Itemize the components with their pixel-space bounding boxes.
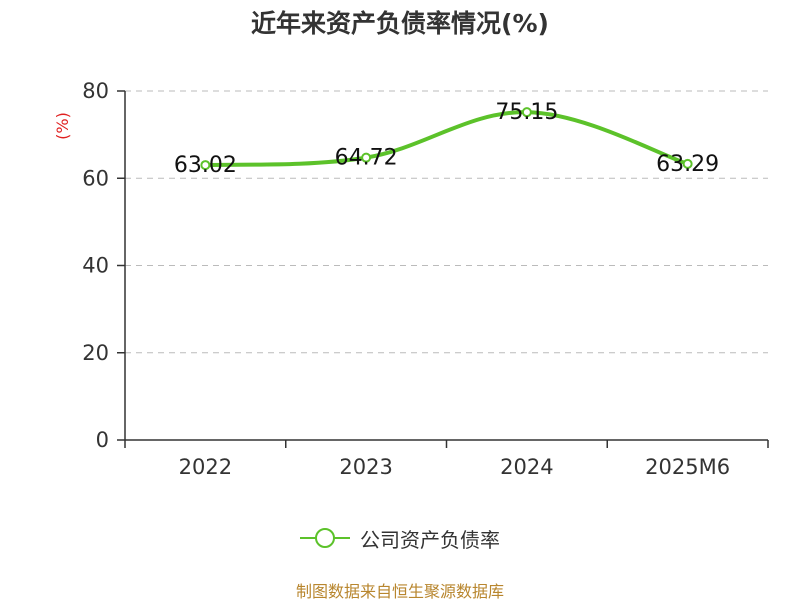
x-tick-label: 2022 bbox=[179, 455, 232, 479]
legend-line-marker-icon bbox=[300, 528, 350, 548]
legend-label: 公司资产负债率 bbox=[360, 527, 500, 552]
y-tick-label: 20 bbox=[82, 341, 109, 365]
gridlines bbox=[125, 90, 768, 354]
data-label: 64.72 bbox=[335, 146, 398, 171]
series-layer bbox=[200, 107, 693, 171]
legend[interactable]: 公司资产负债率 bbox=[0, 520, 800, 556]
x-tick-label: 2024 bbox=[500, 455, 553, 479]
y-tick-label: 80 bbox=[82, 79, 109, 103]
data-point bbox=[682, 158, 693, 169]
x-tick-label: 2025M6 bbox=[645, 455, 730, 479]
y-tick-label: 0 bbox=[96, 428, 109, 452]
data-point bbox=[521, 107, 532, 118]
x-tick-label: 2023 bbox=[339, 455, 392, 479]
y-axis-unit-label: (%) bbox=[53, 112, 72, 140]
source-note: 制图数据来自恒生聚源数据库 bbox=[295, 582, 504, 601]
series-line bbox=[203, 110, 690, 168]
data-point bbox=[361, 152, 372, 163]
chart-title: 近年来资产负债率情况(%) bbox=[251, 9, 549, 38]
y-tick-label: 40 bbox=[82, 254, 109, 278]
data-label: 63.29 bbox=[656, 152, 719, 177]
data-point bbox=[200, 160, 211, 171]
axes: 0 20 40 60 80 2022 2023 2024 2025M6 (%) bbox=[53, 79, 769, 479]
data-label: 75.15 bbox=[495, 100, 558, 125]
y-tick-label: 60 bbox=[82, 166, 109, 190]
data-label: 63.02 bbox=[174, 153, 237, 178]
data-labels: 63.02 64.72 75.15 63.29 bbox=[174, 100, 719, 178]
